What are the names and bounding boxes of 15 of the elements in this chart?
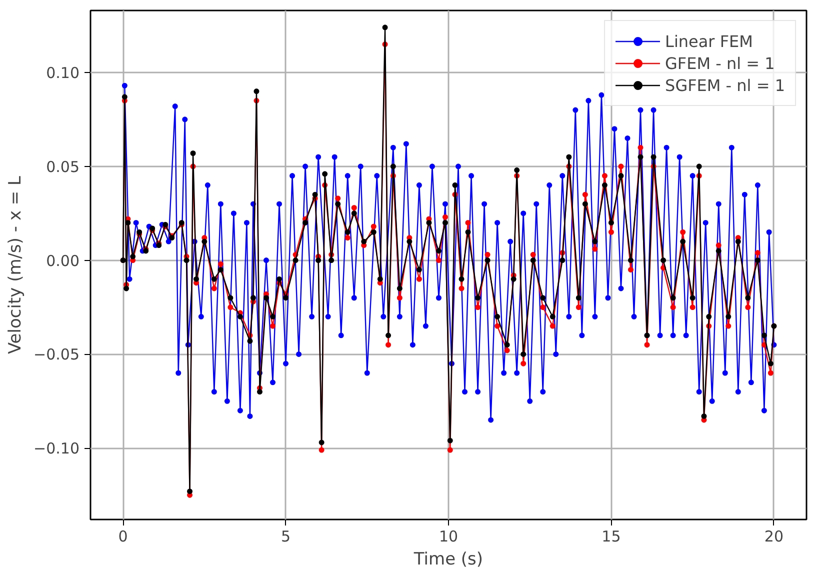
legend-label: Linear FEM xyxy=(665,32,753,50)
y-tick-label: 0.05 xyxy=(46,158,80,176)
x-tick-label: 10 xyxy=(438,528,458,546)
legend-label: SGFEM - nl = 1 xyxy=(665,76,785,94)
y-axis-title: Velocity (m/s) - x = L xyxy=(6,175,26,354)
y-tick-label: 0.10 xyxy=(46,64,80,82)
legend-label: GFEM - nl = 1 xyxy=(665,54,775,72)
y-tick-label: −0.05 xyxy=(34,346,80,364)
x-tick-label: 15 xyxy=(602,528,621,546)
y-tick-label: 0.00 xyxy=(46,252,80,270)
x-tick-label: 20 xyxy=(764,528,784,546)
y-tick-label: −0.10 xyxy=(34,440,80,458)
x-tick-label: 5 xyxy=(281,528,291,546)
x-axis-title: Time (s) xyxy=(412,550,484,570)
x-tick-label: 0 xyxy=(118,528,128,546)
